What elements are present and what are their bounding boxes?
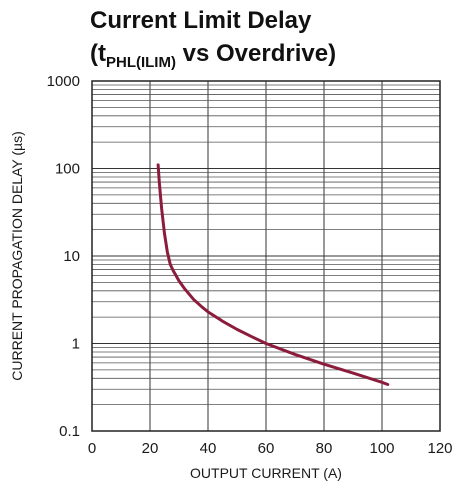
x-tick-label: 80 [316, 440, 333, 457]
x-tick-label: 120 [427, 440, 452, 457]
y-tick-label: 100 [55, 161, 80, 178]
chart-series [156, 163, 390, 386]
x-tick-label: 20 [142, 440, 159, 457]
chart-subtitle: (tPHL(ILIM) vs Overdrive) [90, 40, 336, 71]
y-tick-label: 10 [63, 248, 80, 265]
x-axis-title: OUTPUT CURRENT (A) [190, 465, 342, 481]
y-tick-label: 1 [72, 336, 80, 353]
x-tick-label: 60 [258, 440, 275, 457]
chart-subtitle-subscript: PHL(ILIM) [106, 54, 176, 71]
y-tick-label: 0.1 [59, 423, 80, 440]
series-line [156, 163, 390, 386]
chart-grid [92, 81, 440, 431]
plot-frame [91, 80, 441, 432]
x-tick-label: 0 [88, 440, 96, 457]
chart-subtitle-rest: vs Overdrive) [176, 40, 336, 67]
y-tick-label: 1000 [47, 73, 80, 90]
y-tick-labels: 0.1 1 10 100 1000 [47, 73, 80, 440]
x-tick-label: 40 [200, 440, 217, 457]
y-axis-title: CURRENT PROPAGATION DELAY (µs) [9, 131, 25, 380]
chart-title: Current Limit Delay [90, 7, 312, 34]
x-tick-labels: 0 20 40 60 80 100 120 [88, 440, 453, 457]
x-tick-label: 100 [369, 440, 394, 457]
chart-subtitle-open: (t [90, 40, 106, 67]
